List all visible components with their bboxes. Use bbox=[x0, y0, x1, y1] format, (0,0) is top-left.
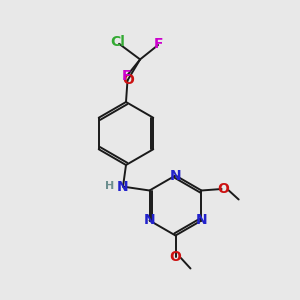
Text: H: H bbox=[105, 181, 114, 191]
Text: N: N bbox=[144, 214, 155, 227]
Text: F: F bbox=[153, 37, 163, 50]
Text: N: N bbox=[196, 214, 207, 227]
Text: F: F bbox=[122, 69, 132, 83]
Text: O: O bbox=[169, 250, 181, 264]
Text: O: O bbox=[217, 182, 229, 196]
Text: N: N bbox=[117, 180, 129, 194]
Text: Cl: Cl bbox=[110, 35, 125, 49]
Text: N: N bbox=[170, 169, 181, 182]
Text: O: O bbox=[122, 73, 134, 87]
